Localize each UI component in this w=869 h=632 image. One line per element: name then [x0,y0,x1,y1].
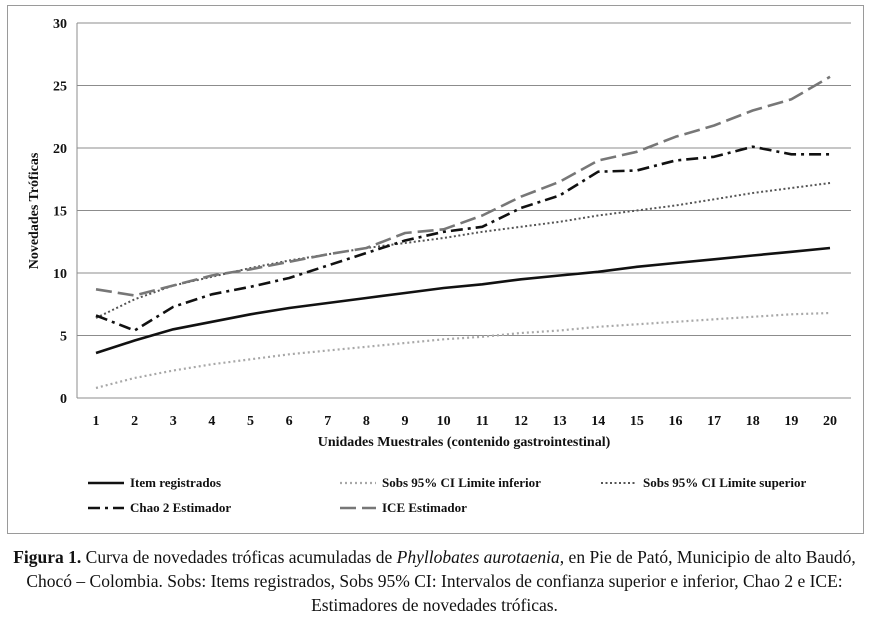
legend-label-5: ICE Estimador [382,500,467,515]
x-tick-label: 14 [591,414,605,429]
x-tick-label: 7 [324,414,331,429]
x-tick-label: 10 [437,414,451,429]
x-tick-label: 19 [784,414,798,429]
series-line-5 [95,75,831,297]
x-tick-labels: 1 2 3 4 5 6 7 8 9 10 11 12 13 14 15 16 17 18 19 20 [93,414,838,429]
x-tick-label: 9 [402,414,409,429]
y-tick-label: 5 [60,330,67,345]
x-tick-label: 1 [93,414,100,429]
series-lines [95,75,831,390]
y-tick-label: 0 [60,392,67,407]
x-tick-label: 2 [131,414,138,429]
axes [76,23,851,399]
series-line-1 [95,246,831,355]
y-axis-title: Novedades Tróficas [27,152,42,269]
legend-label-1: Item registrados [130,475,221,490]
caption-text-2: , en Pie de Pató, Municipio de alto Baud… [26,547,856,615]
x-tick-label: 15 [630,414,644,429]
legend-label-3: Sobs 95% CI Limite superior [643,475,806,490]
caption-species: Phyllobates aurotaenia [396,547,560,567]
caption-text-1: Curva de novedades tróficas acumuladas d… [81,547,397,567]
x-tick-label: 6 [286,414,293,429]
x-tick-label: 11 [476,414,489,429]
y-tick-label: 15 [53,205,67,220]
caption-label: Figura 1. [13,547,82,567]
x-tick-label: 20 [823,414,837,429]
x-tick-label: 8 [363,414,370,429]
x-tick-label: 16 [668,414,682,429]
legend: Item registrados Sobs 95% CI Limite infer… [88,475,806,515]
x-tick-label: 18 [746,414,760,429]
legend-label-4: Chao 2 Estimador [130,500,231,515]
y-tick-label: 20 [53,142,67,157]
y-tick-label: 10 [53,267,67,282]
series-line-3 [95,182,831,319]
x-tick-label: 17 [707,414,721,429]
x-tick-label: 3 [170,414,177,429]
x-tick-label: 5 [247,414,254,429]
x-tick-label: 13 [553,414,567,429]
x-tick-label: 12 [514,414,528,429]
figure-caption: Figura 1. Curva de novedades tróficas ac… [0,545,869,617]
series-line-2 [95,311,831,390]
y-tick-label: 25 [53,80,67,95]
x-axis-title: Unidades Muestrales (contenido gastroint… [318,435,611,450]
x-tick-label: 4 [208,414,215,429]
series-line-4 [95,145,830,332]
y-tick-labels: 0 5 10 15 20 25 30 [53,17,67,407]
gridlines [77,22,851,336]
legend-label-2: Sobs 95% CI Limite inferior [382,475,541,490]
chart-frame [7,5,864,534]
y-tick-label: 30 [53,17,67,32]
